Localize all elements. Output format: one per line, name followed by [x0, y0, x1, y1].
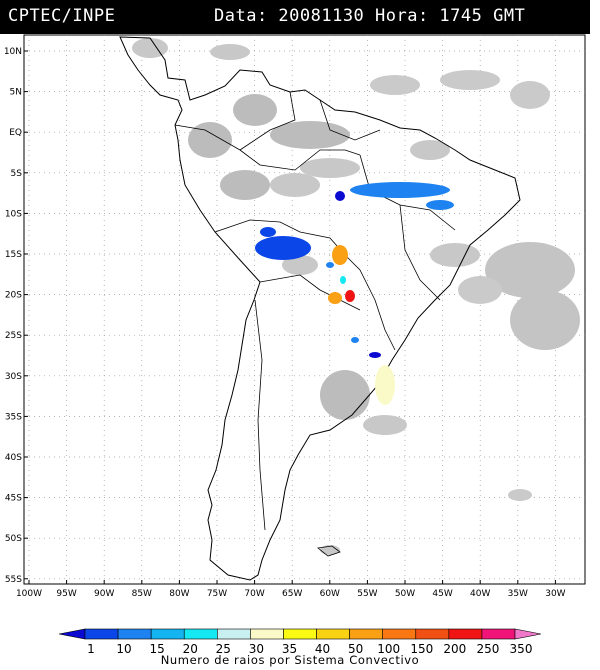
legend-swatch	[448, 628, 483, 640]
lat-label: 10S	[5, 209, 22, 219]
lon-label: 45W	[432, 589, 452, 599]
legend-label: 100	[377, 642, 400, 656]
map-header: CPTEC/INPE Data: 20081130 Hora: 1745 GMT	[0, 0, 590, 34]
lon-label: 30W	[545, 589, 565, 599]
legend-swatch	[349, 628, 383, 640]
legend-label: 10	[116, 642, 131, 656]
legend-labels: 1 10 15 20 25 30 35 40 50 100 150 200 250 350	[87, 642, 532, 656]
lon-label: 100W	[16, 589, 42, 599]
lon-label: 50W	[395, 589, 415, 599]
lon-label: 55W	[357, 589, 377, 599]
legend-label: 30	[249, 642, 264, 656]
lat-label: 20S	[5, 291, 22, 301]
legend-swatch	[84, 628, 119, 640]
longitude-labels: 100W 95W 90W 85W 80W 75W 70W 65W 60W 55W 50W 45W 40W…	[16, 580, 566, 599]
lat-label: 50S	[5, 534, 22, 544]
legend-label: 35	[282, 642, 297, 656]
legend-swatch	[382, 628, 417, 640]
legend-label: 25	[216, 642, 231, 656]
legend-swatch	[150, 628, 185, 640]
lat-label: EQ	[9, 128, 22, 138]
legend-swatch	[217, 628, 251, 640]
cloud-cover	[132, 38, 580, 555]
lat-label: 35S	[5, 412, 22, 422]
lat-label: 25S	[5, 331, 22, 341]
legend-label: 250	[476, 642, 499, 656]
date-time-label: Data: 20081130 Hora: 1745 GMT	[214, 6, 526, 26]
lon-label: 90W	[94, 589, 114, 599]
lat-label: 45S	[5, 494, 22, 504]
legend-swatch	[283, 628, 317, 640]
lon-label: 65W	[282, 589, 302, 599]
lon-label: 80W	[169, 589, 189, 599]
lightning-clusters	[255, 182, 454, 405]
legend-swatch	[117, 628, 152, 640]
lat-label: 15S	[5, 250, 22, 260]
latitude-labels: 10N 5N EQ 5S 10S 15S 20S 25S 30S 35S 40S 45S 50S 55S	[4, 47, 28, 585]
lat-label: 30S	[5, 372, 22, 382]
source-label: CPTEC/INPE	[8, 6, 116, 26]
lon-label: 70W	[244, 589, 264, 599]
legend-swatch	[481, 628, 516, 640]
legend-label: 150	[410, 642, 433, 656]
lon-label: 40W	[470, 589, 490, 599]
continent-outline	[119, 36, 521, 581]
lat-label: 55S	[5, 575, 22, 585]
lon-label: 35W	[508, 589, 528, 599]
lat-label: 5N	[10, 88, 22, 98]
map-frame	[23, 34, 586, 585]
legend-label: 15	[150, 642, 165, 656]
legend-label: 1	[87, 642, 95, 656]
legend-swatch	[250, 628, 284, 640]
legend-swatch	[316, 628, 350, 640]
lat-label: 40S	[5, 453, 22, 463]
legend-swatch	[415, 628, 450, 640]
legend-label: 200	[443, 642, 466, 656]
lon-label: 95W	[56, 589, 76, 599]
lat-label: 10N	[4, 47, 22, 57]
lat-label: 5S	[11, 169, 23, 179]
legend-colorbar	[58, 628, 542, 640]
legend-arrow-left	[58, 628, 86, 640]
legend-swatch	[183, 628, 218, 640]
lon-label: 75W	[207, 589, 227, 599]
legend-label: 50	[348, 642, 363, 656]
legend-arrow-right	[514, 628, 542, 640]
legend-label: 40	[315, 642, 330, 656]
lon-label: 85W	[132, 589, 152, 599]
legend-title: Numero de raios por Sistema Convectivo	[161, 653, 420, 667]
legend-label: 350	[510, 642, 533, 656]
lon-label: 60W	[320, 589, 340, 599]
legend-label: 20	[183, 642, 198, 656]
